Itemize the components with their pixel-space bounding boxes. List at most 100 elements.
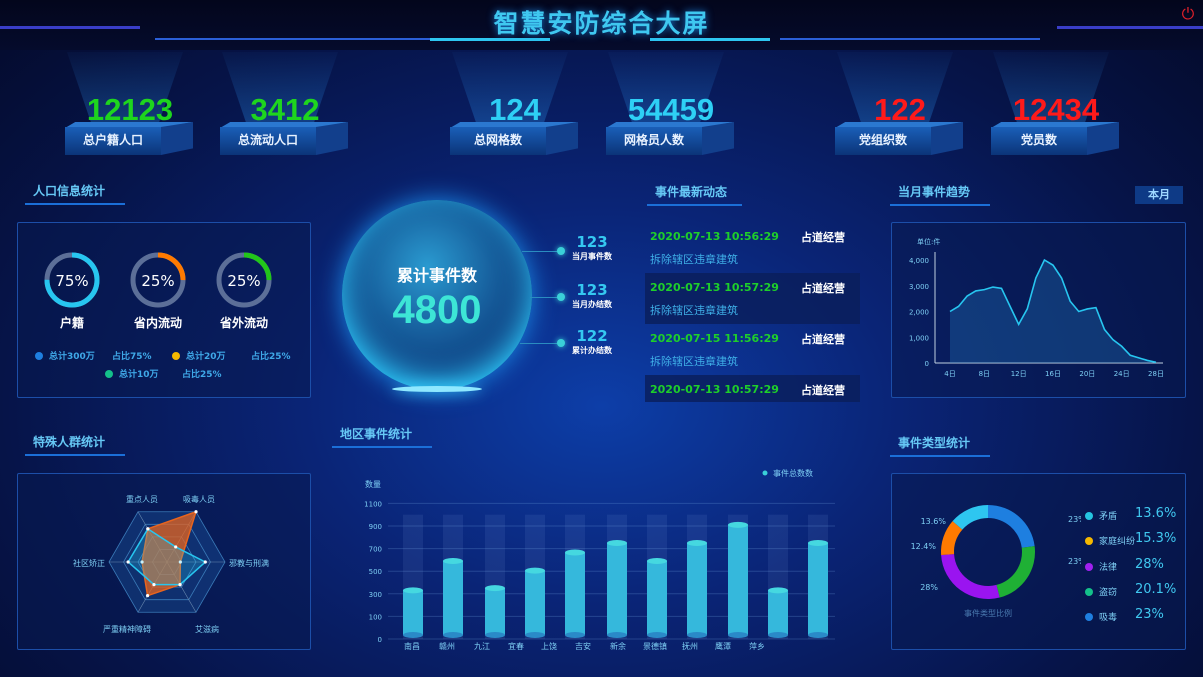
- x-tick-label: 12日: [1011, 370, 1027, 378]
- section-title-special: 特殊人群统计: [25, 433, 125, 456]
- bar: [607, 542, 627, 635]
- y-tick-label: 1100: [364, 500, 382, 508]
- total-events-value: 4800: [392, 288, 482, 332]
- ring-percent: 75%: [55, 272, 88, 290]
- event-item[interactable]: 2020-07-13 10:56:29 占道经营 拆除辖区违章建筑: [650, 230, 845, 266]
- ring-label: 省外流动: [219, 316, 268, 330]
- header-line: [780, 38, 1040, 40]
- trend-line: [949, 258, 1157, 364]
- bar-base: [768, 632, 788, 638]
- kpi-label: 总流动人口: [220, 127, 316, 155]
- bar-base: [728, 632, 748, 638]
- legend-dot: [35, 352, 43, 360]
- kpi-value: 54459: [627, 92, 715, 127]
- ring-percent: 25%: [141, 272, 174, 290]
- donut-slice: [952, 505, 988, 530]
- donut-slice-label: 28%: [920, 583, 938, 592]
- bar-top: [485, 585, 505, 592]
- globe-label: 累计事件数: [396, 266, 477, 285]
- stat-month-events: 123 当月事件数: [572, 233, 612, 261]
- legend-item: 总计300万: [35, 349, 95, 362]
- bar-base: [403, 632, 423, 638]
- ring-progress: [130, 252, 186, 308]
- x-tick-label: 鹰潭: [715, 641, 731, 651]
- kpi-value: 12434: [1012, 92, 1100, 127]
- header-line: [1057, 26, 1203, 29]
- header-bar: [0, 0, 1203, 50]
- kpi-label: 网格员人数: [606, 127, 702, 155]
- y-tick-label: 500: [369, 568, 382, 576]
- donut-slice: [941, 554, 1000, 599]
- bar-top: [443, 558, 463, 565]
- bar-base: [607, 632, 627, 638]
- header-line: [0, 26, 140, 29]
- radar-indicator-label: 社区矫正: [73, 558, 105, 568]
- radar-indicator-label: 吸毒人员: [183, 494, 215, 504]
- bar-base: [525, 632, 545, 638]
- x-tick-label: 九江: [474, 642, 490, 651]
- x-tick-label: 上饶: [541, 641, 557, 651]
- donut-slice: [988, 505, 1035, 548]
- period-button[interactable]: 本月: [1135, 186, 1183, 204]
- radar-point: [203, 560, 207, 564]
- radar-indicator-label: 严重精神障碍: [103, 624, 151, 634]
- bar-base: [808, 632, 828, 638]
- header-line: [650, 38, 770, 41]
- event-item[interactable]: 2020-07-13 10:57:29 占道经营 拆除辖区违章建筑: [645, 273, 860, 324]
- bar-base: [565, 632, 585, 638]
- bar: [687, 542, 707, 635]
- radar-point: [152, 583, 156, 587]
- kpi-floating-population: 3412 总流动人口: [210, 52, 350, 162]
- kpi-household-population: 12123 总户籍人口: [55, 52, 195, 162]
- types-panel: [891, 473, 1186, 650]
- stat-dot: [557, 339, 565, 347]
- x-tick-label: 16日: [1045, 370, 1061, 378]
- bar-top: [607, 539, 627, 546]
- bar-top: [525, 567, 545, 574]
- bar: [403, 590, 423, 635]
- connector-line: [530, 297, 560, 298]
- radar-point: [178, 560, 182, 564]
- power-icon[interactable]: ⏻: [1181, 4, 1195, 23]
- radar-point: [126, 560, 130, 564]
- trend-area: [950, 260, 1156, 363]
- bar: [808, 542, 828, 635]
- x-tick-label: 新余: [610, 641, 626, 651]
- kpi-party-members: 12434 党员数: [981, 52, 1121, 162]
- x-tick-label: 景德镇: [643, 641, 667, 651]
- bar: [768, 590, 788, 635]
- x-tick-label: 宜春: [508, 641, 524, 651]
- connector-line: [520, 343, 560, 344]
- radar-point: [140, 560, 144, 564]
- y-tick-label: 1,000: [909, 334, 929, 342]
- x-tick-label: 8日: [979, 370, 990, 378]
- ring-percent: 25%: [227, 272, 260, 290]
- header-line: [430, 38, 550, 41]
- ring-label: 省内流动: [133, 316, 182, 330]
- y-tick-label: 100: [369, 613, 382, 621]
- y-tick-label: 0: [925, 360, 929, 368]
- globe-glow: [392, 386, 482, 392]
- bar-base: [687, 632, 707, 638]
- x-tick-label: 赣州: [439, 641, 455, 651]
- bar-top: [687, 539, 707, 546]
- y-tick-label: 700: [369, 546, 382, 554]
- legend-dot: [105, 370, 113, 378]
- event-item[interactable]: 2020-07-15 11:56:29 占道经营 拆除辖区违章建筑: [650, 332, 845, 368]
- trend-chart: 单位:件 0 1,000 2,000 3,000 4,000 4日 8日 12日 16日 20日 24…: [909, 237, 1164, 378]
- bar: [525, 570, 545, 635]
- x-tick-label: 28日: [1148, 370, 1164, 378]
- y-tick-label: 4,000: [909, 257, 929, 265]
- population-rings: 75% 25% 25%: [44, 252, 272, 308]
- trend-panel: [891, 222, 1186, 398]
- radar-point: [145, 594, 150, 598]
- type-legend-item: 吸毒 23%: [1085, 607, 1195, 623]
- event-item[interactable]: 2020-07-13 10:57:29 占道经营: [645, 375, 860, 402]
- radar-point: [178, 583, 182, 587]
- bar: [485, 588, 505, 635]
- y-tick-label: 0: [378, 636, 382, 644]
- legend-ratio: 占比75%: [112, 352, 152, 362]
- type-donut-chart: 23% 23% 28% 12.4% 13.6% 事件类型比例: [911, 505, 1081, 618]
- x-tick-label: 南昌: [404, 641, 420, 651]
